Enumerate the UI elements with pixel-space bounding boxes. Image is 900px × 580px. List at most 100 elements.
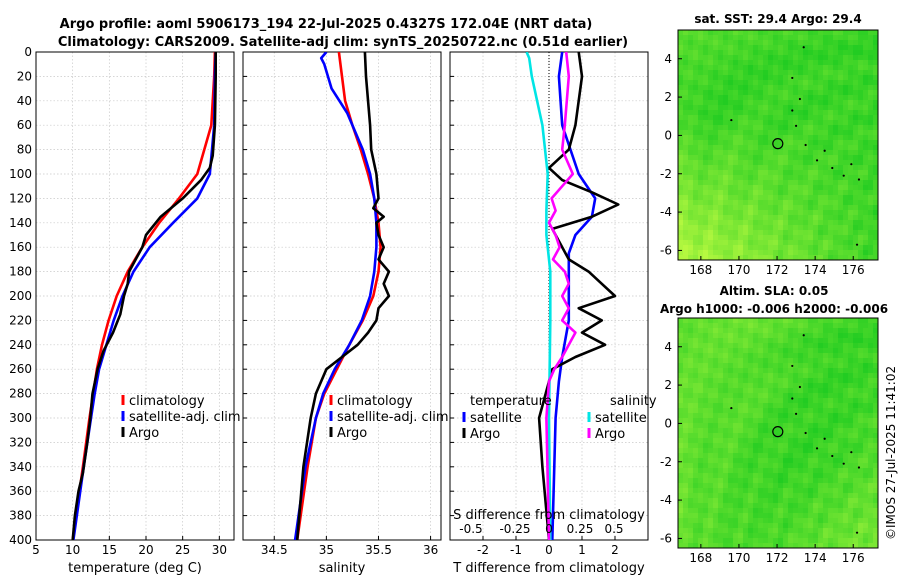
- map-cell: [748, 40, 754, 46]
- map-cell: [793, 255, 799, 260]
- map-cell: [788, 155, 794, 161]
- map-cell: [693, 65, 699, 71]
- map-x-tick-label: 174: [804, 263, 827, 277]
- map-cell: [828, 190, 834, 196]
- map-cell: [738, 185, 744, 191]
- map-cell: [693, 333, 699, 339]
- map-cell: [738, 30, 744, 36]
- map-cell: [678, 240, 684, 246]
- map-cell: [813, 245, 819, 251]
- map-cell: [783, 353, 789, 359]
- map-cell: [693, 413, 699, 419]
- map-cell: [733, 225, 739, 231]
- map-cell: [708, 423, 714, 429]
- map-cell: [748, 160, 754, 166]
- map-cell: [683, 65, 689, 71]
- map-cell: [873, 80, 878, 86]
- island-dot: [798, 385, 802, 389]
- map-cell: [708, 388, 714, 394]
- map-cell: [753, 200, 759, 206]
- map-cell: [838, 215, 844, 221]
- map-cell: [693, 90, 699, 96]
- map-cell: [738, 40, 744, 46]
- map-cell: [873, 35, 878, 41]
- map-cell: [723, 60, 729, 66]
- map-cell: [693, 398, 699, 404]
- map-cell: [853, 225, 859, 231]
- map-cell: [683, 100, 689, 106]
- map-cell: [748, 483, 754, 489]
- map-cell: [738, 65, 744, 71]
- map-cell: [718, 135, 724, 141]
- map-cell: [718, 423, 724, 429]
- legend-label: climatology: [337, 394, 413, 409]
- map-cell: [798, 513, 804, 519]
- map-cell: [718, 35, 724, 41]
- map-cell: [833, 75, 839, 81]
- map-cell: [688, 235, 694, 241]
- map-cell: [743, 70, 749, 76]
- map-cell: [678, 85, 684, 91]
- map-cell: [718, 200, 724, 206]
- map-cell: [758, 145, 764, 151]
- map-cell: [808, 210, 814, 216]
- map-cell: [718, 523, 724, 529]
- map-cell: [698, 388, 704, 394]
- map-cell: [788, 185, 794, 191]
- map-cell: [848, 215, 854, 221]
- map-cell: [748, 60, 754, 66]
- map-cell: [818, 513, 824, 519]
- map-cell: [748, 543, 754, 548]
- map-cell: [698, 488, 704, 494]
- map-cell: [733, 105, 739, 111]
- map-cell: [818, 318, 824, 324]
- map-cell: [713, 318, 719, 324]
- map-cell: [698, 95, 704, 101]
- map-cell: [833, 363, 839, 369]
- map-cell: [813, 205, 819, 211]
- map-cell: [823, 65, 829, 71]
- map-cell: [698, 140, 704, 146]
- map-cell: [778, 388, 784, 394]
- map-cell: [758, 245, 764, 251]
- map-cell: [863, 90, 869, 96]
- map-cell: [783, 95, 789, 101]
- map-cell: [763, 483, 769, 489]
- map-cell: [708, 180, 714, 186]
- map-cell: [833, 50, 839, 56]
- map-cell: [683, 393, 689, 399]
- map-cell: [768, 105, 774, 111]
- map-cell: [848, 543, 854, 548]
- map-cell: [753, 353, 759, 359]
- map-cell: [698, 318, 704, 324]
- map-cell: [798, 448, 804, 454]
- map-cell: [828, 323, 834, 329]
- map-cell: [843, 438, 849, 444]
- map-cell: [838, 458, 844, 464]
- map-cell: [853, 215, 859, 221]
- map-cell: [778, 235, 784, 241]
- map-cell: [688, 60, 694, 66]
- map-cell: [703, 195, 709, 201]
- map-cell: [863, 503, 869, 509]
- map-cell: [863, 373, 869, 379]
- map-cell: [708, 140, 714, 146]
- map-cell: [848, 60, 854, 66]
- map-cell: [863, 85, 869, 91]
- map-cell: [853, 408, 859, 414]
- map-cell: [848, 245, 854, 251]
- map-cell: [798, 498, 804, 504]
- map-cell: [733, 408, 739, 414]
- panel-frame: [35, 51, 235, 541]
- map-cell: [743, 468, 749, 474]
- map-cell: [758, 518, 764, 524]
- map-cell: [848, 388, 854, 394]
- map-cell: [868, 40, 874, 46]
- map-y-tick-label: 2: [664, 90, 672, 104]
- map-cell: [808, 428, 814, 434]
- map-cell: [728, 498, 734, 504]
- map-cell: [808, 463, 814, 469]
- map-cell: [713, 100, 719, 106]
- map-cell: [773, 438, 779, 444]
- map-cell: [708, 245, 714, 251]
